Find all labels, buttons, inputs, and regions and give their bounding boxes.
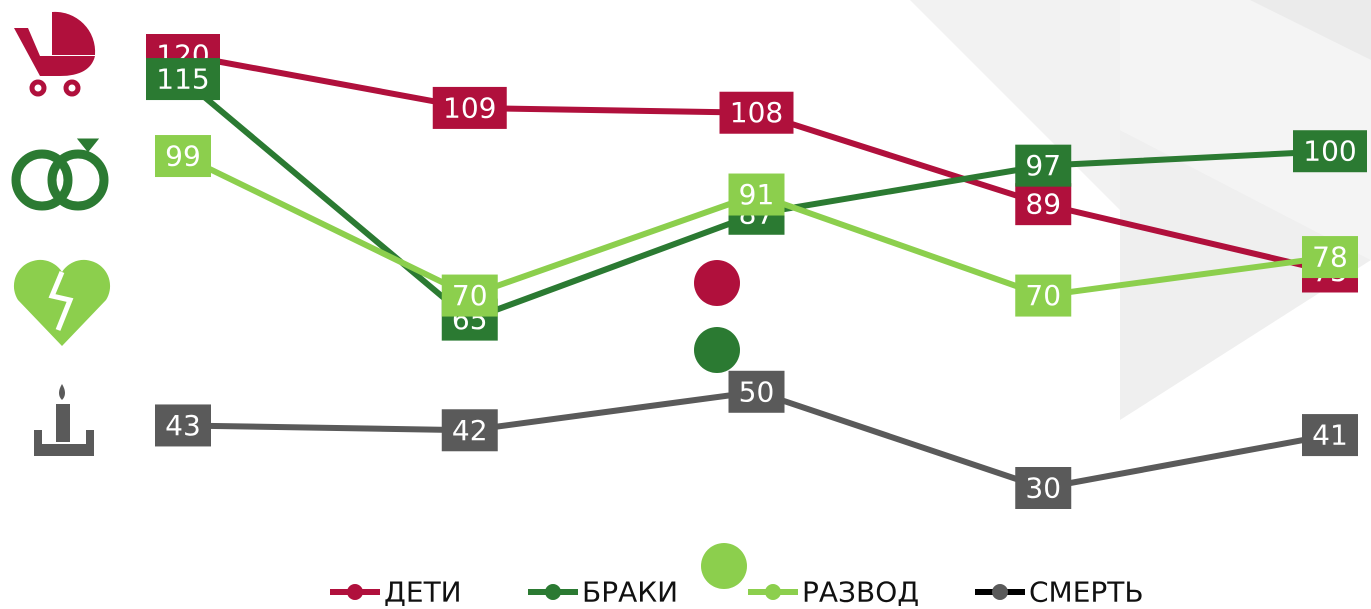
data-label-box (1015, 144, 1072, 187)
decor-dots (694, 260, 747, 589)
legend-dot (545, 584, 561, 600)
data-label: 97 (1025, 149, 1061, 182)
legend-dot (992, 584, 1008, 600)
data-label: 43 (165, 409, 201, 442)
icon-broken-heart (13, 259, 111, 346)
data-label-box (1302, 236, 1358, 279)
data-label-box (432, 86, 507, 129)
data-label: 42 (452, 414, 488, 447)
icon-stroller (14, 11, 96, 97)
data-label-box (1015, 274, 1072, 317)
legend-dot (347, 584, 363, 600)
data-label-box (146, 58, 220, 101)
data-label: 108 (730, 96, 783, 129)
data-label-box (728, 173, 785, 216)
data-label-box (155, 135, 211, 178)
data-label-box (728, 370, 785, 413)
data-label-box (1293, 130, 1367, 173)
legend-dot (765, 584, 781, 600)
data-label-box (441, 274, 498, 317)
data-label: 70 (452, 279, 488, 312)
data-label-box (1302, 414, 1358, 457)
data-label: 70 (1025, 279, 1061, 312)
background (910, 0, 1371, 420)
data-label: 89 (1025, 188, 1061, 221)
data-label-box (155, 404, 211, 447)
data-label: 30 (1025, 472, 1061, 505)
legend-label: РАЗВОД (802, 576, 919, 609)
data-label: 100 (1303, 135, 1356, 168)
data-label-box (441, 409, 498, 452)
legend-label: СМЕРТЬ (1029, 576, 1144, 609)
data-label-box (719, 91, 794, 134)
legend-label: ДЕТИ (384, 576, 462, 609)
data-label: 109 (443, 91, 496, 124)
data-label: 115 (156, 63, 209, 96)
data-label: 78 (1312, 241, 1348, 274)
legend-label: БРАКИ (582, 576, 678, 609)
data-label: 99 (165, 140, 201, 173)
data-label: 91 (739, 178, 775, 211)
data-label-box (1015, 183, 1072, 226)
icon-rings (11, 138, 109, 211)
data-label-box (1015, 467, 1072, 509)
data-label: 41 (1312, 419, 1348, 452)
data-label: 50 (739, 375, 775, 408)
icon-candle (34, 384, 94, 456)
